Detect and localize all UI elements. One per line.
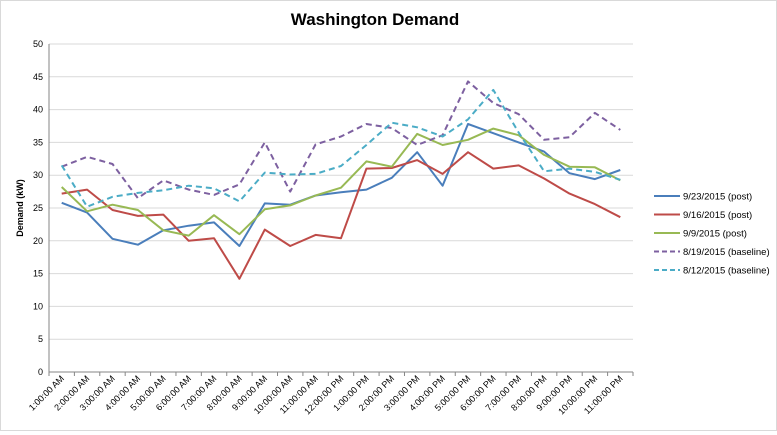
y-tick-label: 50	[33, 39, 43, 49]
y-tick-label: 45	[33, 72, 43, 82]
y-tick-label: 25	[33, 203, 43, 213]
y-tick-label: 5	[38, 334, 43, 344]
y-tick-label: 30	[33, 170, 43, 180]
legend-label: 9/16/2015 (post)	[683, 210, 752, 221]
legend: 9/23/2015 (post) 9/16/2015 (post) 9/9/2015…	[654, 192, 770, 277]
y-tick-label: 35	[33, 137, 43, 147]
series-lines	[60, 80, 621, 280]
y-tick-label: 10	[33, 301, 43, 311]
y-tick-label: 40	[33, 105, 43, 115]
legend-label: 8/19/2015 (baseline)	[683, 247, 770, 258]
legend-label: 9/23/2015 (post)	[683, 192, 752, 203]
series-line-3	[61, 127, 621, 237]
y-tick-labels: 0 5 10 15 20 25 30 35 40 45 50	[33, 39, 43, 377]
y-tick-label: 20	[33, 236, 43, 246]
y-tick-label: 15	[33, 269, 43, 279]
y-tick-label: 0	[38, 367, 43, 377]
legend-label: 9/9/2015 (post)	[683, 229, 747, 240]
y-axis-title: Demand (kW)	[15, 179, 25, 237]
x-tick-labels: 1:00:00 AM2:00:00 AM3:00:00 AM4:00:00 AM…	[27, 373, 625, 416]
axes	[48, 44, 634, 376]
series-line-2	[61, 151, 621, 280]
chart-title: Washington Demand	[291, 10, 459, 29]
series-line-5	[60, 88, 621, 208]
series-line-4	[61, 80, 621, 200]
legend-label: 8/12/2015 (baseline)	[683, 266, 770, 277]
series-line-1	[61, 123, 621, 247]
